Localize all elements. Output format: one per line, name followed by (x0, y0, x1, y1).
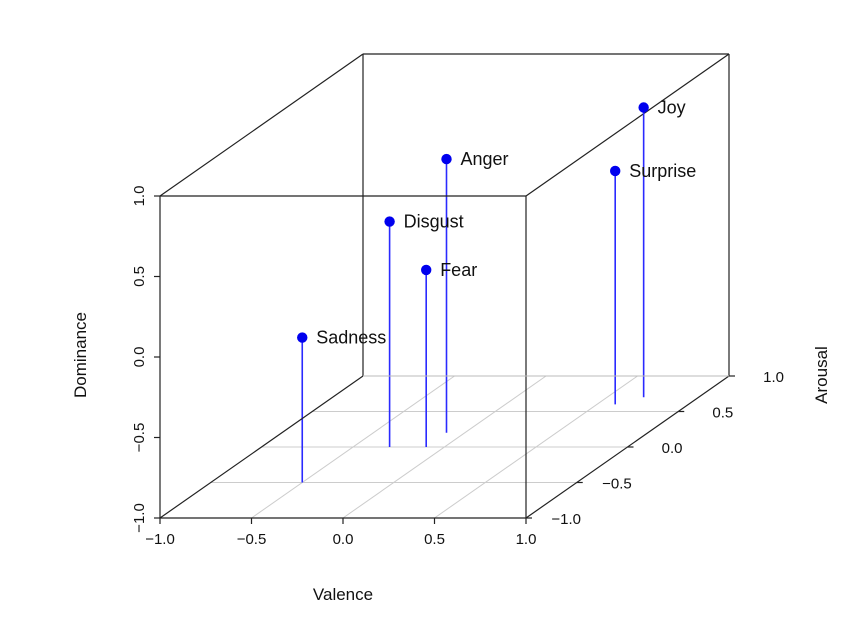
axis-ticks: −1.0 −0.5 0.0 0.5 1.0 −1.0 −0.5 0.0 0.5 1.0 −1.0 −0… (131, 186, 784, 548)
box-edge (525, 53, 730, 197)
point-label-fear: Fear (440, 260, 477, 280)
x-tick-label: −0.5 (237, 531, 267, 548)
point-anger (441, 153, 452, 165)
point-surprise (610, 165, 621, 177)
x-axis-title: Valence (313, 585, 373, 604)
y-tick-label: 0.0 (662, 440, 683, 457)
x-tick-label: 0.5 (424, 531, 445, 548)
z-tick-label: −1.0 (131, 503, 148, 533)
x-tick-label: 1.0 (516, 531, 537, 548)
point-label-surprise: Surprise (629, 161, 696, 181)
point-labels: Sadness Fear Disgust Anger Surprise Joy (316, 98, 696, 348)
point-disgust (384, 216, 395, 227)
y-tick-label: 1.0 (763, 369, 784, 386)
point-joy (638, 102, 649, 113)
stems (301, 107, 645, 483)
x-tick-label: 0.0 (333, 531, 354, 548)
point-label-joy: Joy (658, 98, 686, 118)
point-fear (421, 264, 432, 276)
y-tick-label: −0.5 (602, 476, 632, 493)
z-tick-label: −0.5 (131, 423, 148, 453)
y-tick-label: −1.0 (551, 511, 581, 528)
point-label-disgust: Disgust (404, 212, 464, 232)
bounding-box-back (159, 53, 730, 376)
point-label-sadness: Sadness (316, 328, 386, 348)
point-sadness (297, 332, 308, 343)
point-label-anger: Anger (461, 149, 509, 169)
y-tick-label: 0.5 (712, 405, 733, 422)
z-tick-label: 0.5 (131, 266, 148, 287)
z-axis-title: Dominance (71, 312, 90, 398)
z-tick-label: 1.0 (131, 186, 148, 207)
data-points (297, 102, 649, 343)
x-tick-label: −1.0 (145, 531, 175, 548)
box-edge (159, 375, 364, 519)
floor-grid (210, 375, 679, 519)
z-tick-label: 0.0 (131, 347, 148, 368)
y-axis-title: Arousal (812, 346, 831, 404)
box-edge (159, 53, 364, 197)
